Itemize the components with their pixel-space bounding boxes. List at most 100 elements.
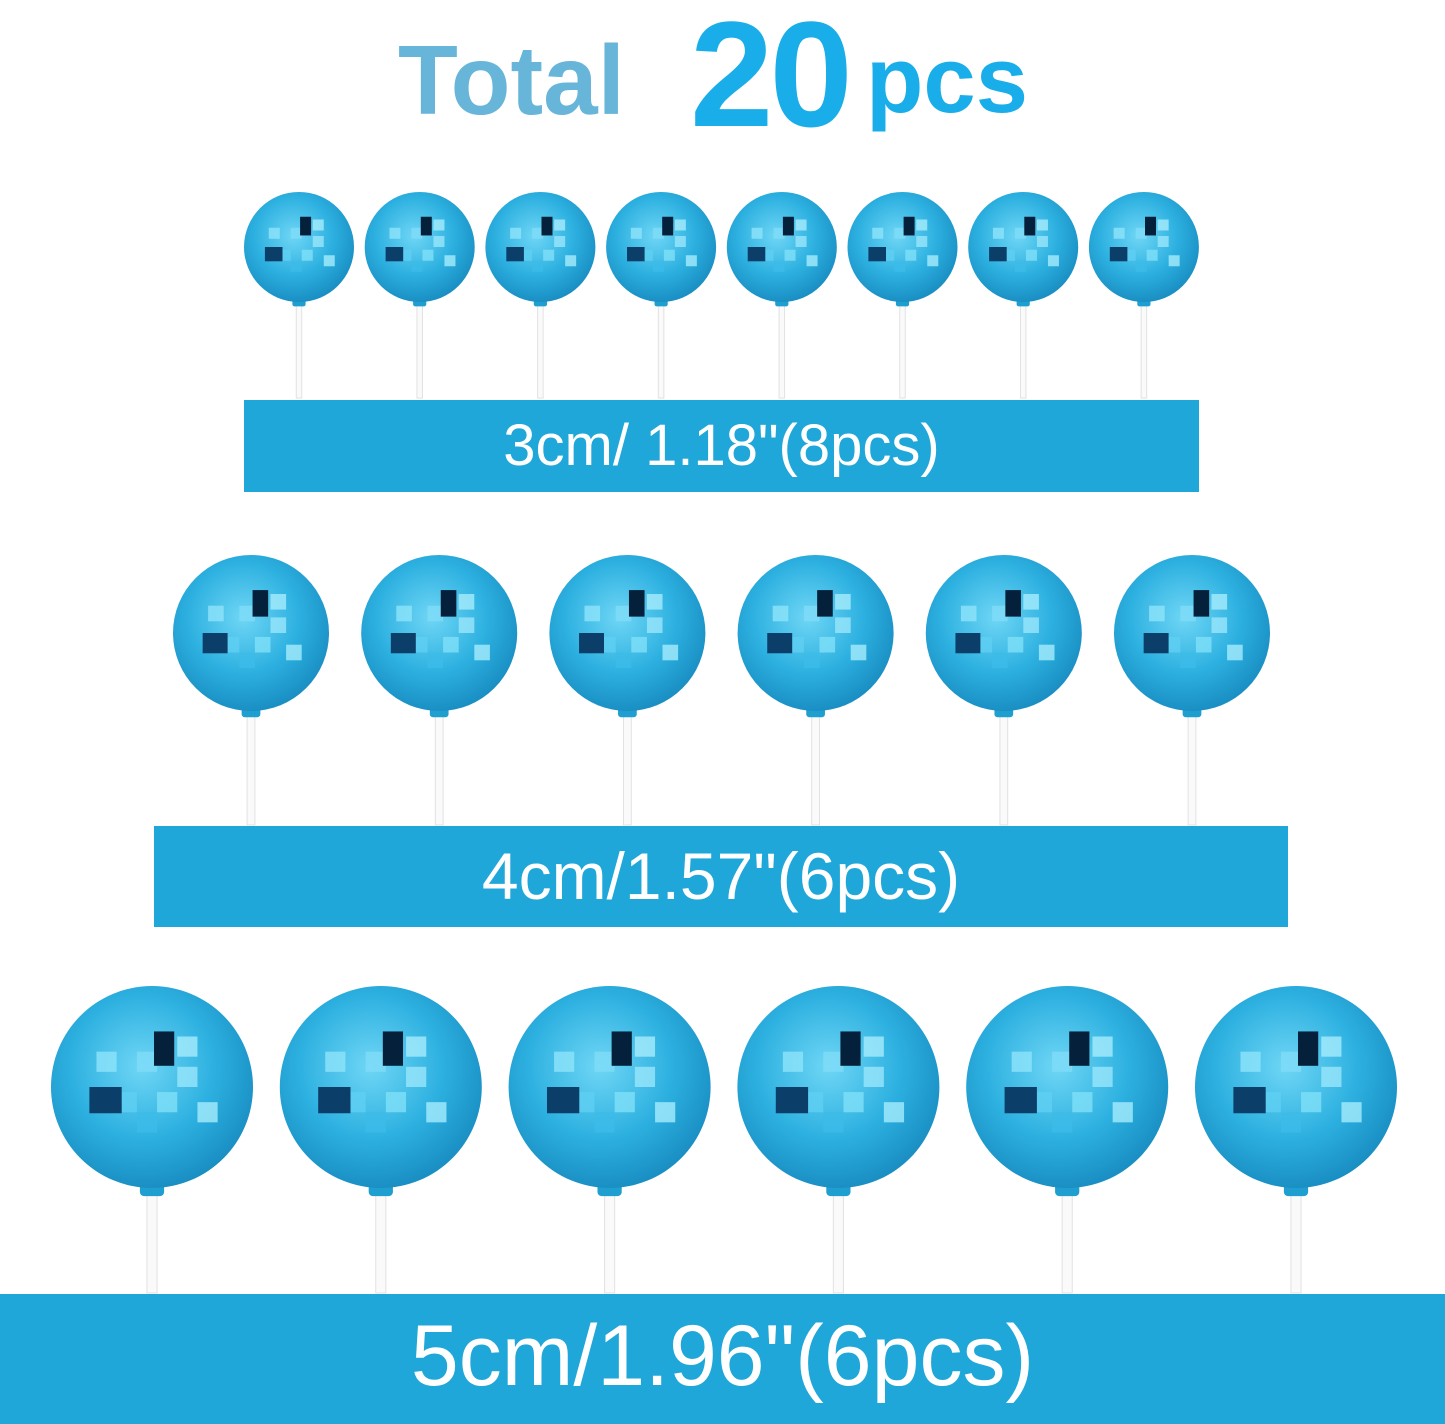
mirror-tile [863, 1036, 884, 1057]
disco-ball-topper [485, 192, 596, 399]
mirror-tile [389, 227, 401, 239]
mirror-tile [646, 594, 663, 610]
mirror-tile [782, 1051, 804, 1072]
mirror-tile-dark [662, 216, 674, 236]
disco-ball-topper [364, 192, 475, 399]
mirror-tile [239, 652, 255, 669]
mirror-tile [406, 1036, 427, 1057]
mirror-tile [1157, 236, 1169, 247]
topper-stick [657, 301, 665, 399]
mirror-tile [1149, 605, 1165, 622]
mirror-tile [543, 249, 555, 261]
mirror-tile [674, 236, 686, 247]
disco-ball [737, 555, 894, 711]
mirror-tile [312, 219, 324, 231]
mirror-tile [762, 249, 774, 261]
mirror-tile [992, 227, 1004, 239]
mirror-tile [254, 636, 271, 653]
mirror-tile [843, 1092, 864, 1113]
mirror-tile-dark [89, 1087, 122, 1114]
mirror-tile [634, 1066, 656, 1087]
disco-ball-topper [606, 192, 717, 399]
mirror-tile [565, 255, 577, 267]
mirror-tile [872, 227, 884, 239]
disco-ball [361, 555, 518, 711]
mirror-tile [458, 617, 475, 633]
mirror-tile [1036, 236, 1048, 247]
mirror-tile [323, 255, 335, 267]
disco-ball [549, 555, 706, 711]
mirror-tile [615, 652, 632, 669]
mirror-tile [426, 1102, 447, 1123]
disco-ball-topper [1195, 986, 1397, 1294]
topper-stick [778, 301, 786, 399]
disco-ball [966, 986, 1169, 1188]
mirror-tile [532, 227, 544, 239]
mirror-tile-dark [627, 247, 645, 262]
disco-ball [726, 192, 837, 302]
mirror-tile [268, 227, 280, 239]
mirror-tile [835, 594, 851, 610]
mirror-tile-dark [1233, 1087, 1266, 1114]
mirror-tile [411, 227, 423, 239]
mirror-tile [301, 249, 313, 261]
mirror-tile [960, 605, 977, 622]
mirror-tile [1113, 227, 1125, 239]
mirror-tile [239, 605, 255, 622]
disco-ball [925, 555, 1082, 711]
mirror-tile [1321, 1036, 1342, 1057]
disco-ball-topper [244, 192, 354, 399]
mirror-tile [614, 1092, 635, 1113]
mirror-tile-dark [1193, 590, 1210, 617]
disco-ball [1195, 986, 1397, 1188]
mirror-tile [1007, 636, 1024, 653]
disco-ball-topper [968, 192, 1079, 399]
mirror-tile [396, 605, 412, 622]
mirror-tile [1011, 1051, 1032, 1072]
topper-stick [1140, 301, 1148, 399]
mirror-tile [992, 652, 1008, 669]
mirror-tile [662, 644, 679, 661]
mirror-tile [806, 255, 818, 267]
mirror-tile-dark [747, 247, 766, 262]
title-number: 20 [690, 0, 853, 158]
mirror-tile [1023, 594, 1039, 610]
mirror-tile-dark [202, 633, 228, 654]
mirror-tile [1280, 1051, 1302, 1072]
mirror-tile [532, 260, 544, 272]
topper-stick [899, 301, 906, 399]
mirror-tile [1321, 1066, 1342, 1087]
mirror-tile [1135, 227, 1147, 239]
mirror-tile [594, 1112, 615, 1133]
mirror-tile [157, 1092, 178, 1113]
mirror-tile-dark [579, 633, 604, 654]
mirror-tile-dark [1004, 1087, 1037, 1114]
mirror-tile [685, 255, 697, 267]
topper-stick [537, 301, 544, 399]
size-band-small: 3cm/ 1.18"(8pcs) [244, 400, 1199, 492]
mirror-tile-dark [252, 590, 269, 617]
mirror-tile [406, 1066, 427, 1087]
mirror-tile-dark [1298, 1031, 1319, 1066]
disco-ball-topper [508, 986, 711, 1294]
mirror-tile [646, 617, 663, 633]
mirror-tile [208, 605, 224, 622]
disco-ball-topper [1114, 555, 1270, 826]
mirror-tile [510, 227, 522, 239]
title-unit: pcs [866, 27, 1028, 132]
mirror-tile-dark [767, 633, 793, 654]
topper-stick [246, 710, 256, 826]
mirror-tile-dark [541, 216, 553, 236]
disco-ball [737, 986, 940, 1188]
size-label-medium: 4cm/1.57"(6pcs) [481, 839, 961, 913]
topper-stick [1290, 1187, 1302, 1294]
mirror-tile [1135, 260, 1147, 272]
mirror-tile [992, 605, 1008, 622]
mirror-tile-dark [868, 247, 886, 262]
mirror-tile [1301, 1092, 1322, 1113]
topper-stick [146, 1187, 158, 1294]
mirror-tile [1195, 636, 1212, 653]
disco-ball [244, 192, 354, 302]
size-band-large: 5cm/1.96"(6pcs) [0, 1294, 1445, 1424]
mirror-tile [630, 227, 642, 239]
